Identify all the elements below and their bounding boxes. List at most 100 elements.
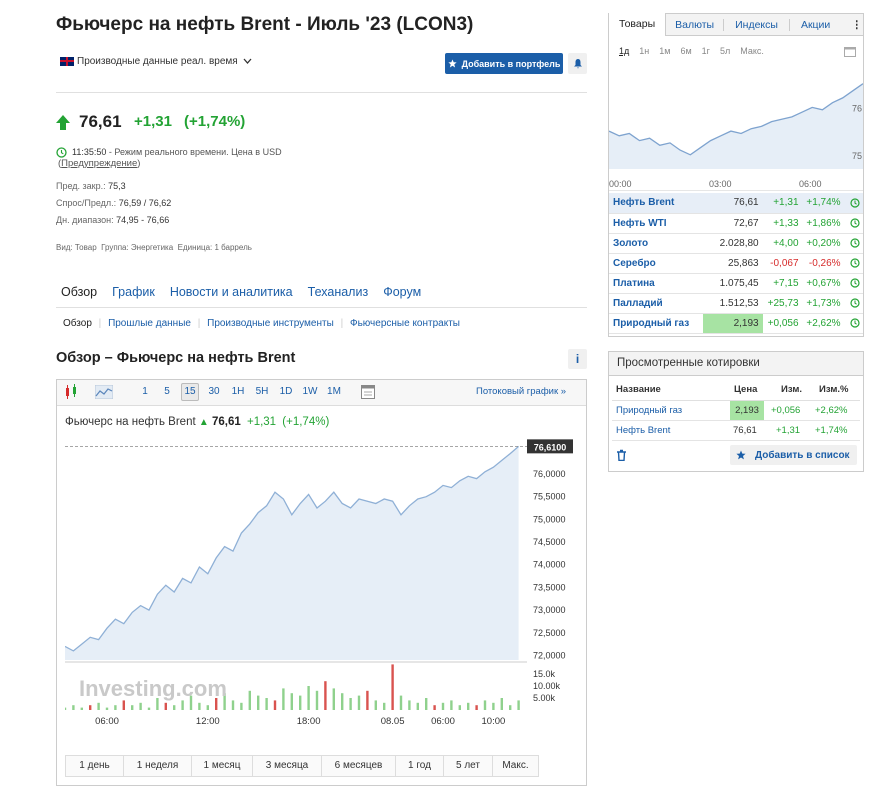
alert-bell-button[interactable] [568, 53, 587, 74]
viewed-widget [608, 351, 864, 472]
info-button[interactable]: i [568, 349, 587, 369]
instrument-meta: Вид: Товар Группа: Энергетика Единица: 1… [56, 243, 252, 252]
tab-commodities[interactable]: Товары [609, 13, 667, 36]
interval-1d[interactable]: 1D [279, 386, 293, 397]
expand-chart-icon[interactable] [844, 47, 856, 57]
interval-30[interactable]: 30 [208, 386, 220, 397]
mini-y-tick: 76 [852, 103, 862, 113]
clock-icon [846, 253, 863, 274]
volume-bar [198, 702, 201, 710]
commodity-row[interactable]: Нефть WTI 72,67 +1,33 +1,86% [609, 213, 863, 234]
x-tick-label: 10:00 [482, 716, 506, 727]
commodity-name[interactable]: Природный газ [609, 313, 704, 334]
interval-1w[interactable]: 1W [302, 386, 318, 397]
subtab-derivatives[interactable]: Производные инструменты [207, 318, 334, 329]
main-tabs: Обзор График Новости и аналитика Теханал… [61, 285, 421, 299]
mini-x-tick: 00:00 [609, 179, 632, 189]
volume-bar [273, 700, 277, 710]
range-5y[interactable]: 5 лет [444, 756, 493, 776]
warning-link[interactable]: Предупреждение [61, 158, 138, 169]
commodities-table: Нефть Brent 76,61 +1,31 +1,74% Нефть WTI 72,6… [609, 193, 863, 334]
range-max[interactable]: Макс. [502, 760, 529, 771]
volume-bar [89, 705, 92, 710]
viewed-divider [612, 400, 860, 401]
interval-5h[interactable]: 5H [255, 386, 269, 397]
mini-chart[interactable]: 76 75 00:00 03:00 06:00 [609, 79, 863, 191]
up-arrow-icon [56, 115, 70, 130]
volume-bar [80, 707, 83, 710]
tab-technical[interactable]: Теханализ [307, 285, 369, 299]
mini-range-1y[interactable]: 1г [701, 46, 710, 56]
area-chart-icon[interactable] [95, 385, 113, 399]
range-1w[interactable]: 1 неделя [124, 756, 192, 776]
commodity-name[interactable]: Нефть WTI [609, 213, 704, 234]
subtab-overview[interactable]: Обзор [63, 318, 92, 329]
interval-15[interactable]: 15 [181, 383, 199, 401]
data-type-dropdown[interactable]: Производные данные реал. время [60, 56, 252, 67]
y-tick-label: 73,0000 [533, 605, 566, 615]
commodity-name[interactable]: Нефть Brent [609, 193, 704, 214]
commodity-name[interactable]: Серебро [609, 253, 704, 274]
range-1d[interactable]: 1 день [66, 756, 124, 776]
mini-range-max[interactable]: Макс. [740, 46, 764, 56]
range-3m[interactable]: 3 месяца [253, 756, 322, 776]
commodity-row[interactable]: Палладий 1.512,53 +25,73 +1,73% [609, 293, 863, 314]
range-1m[interactable]: 1 месяц [192, 756, 253, 776]
tab-overview[interactable]: Обзор [61, 285, 98, 299]
commodity-name[interactable]: Золото [609, 233, 704, 254]
mini-range-5y[interactable]: 5л [719, 46, 731, 56]
commodity-row[interactable]: Природный газ 2,193 +0,056 +2,62% [609, 313, 863, 334]
mini-range-1w[interactable]: 1н [639, 46, 650, 56]
mini-range-6m[interactable]: 6м [680, 46, 692, 56]
interval-1[interactable]: 1 [142, 386, 148, 397]
range-6m[interactable]: 6 месяцев [322, 756, 396, 776]
stream-chart-link[interactable]: Потоковый график » [476, 386, 567, 397]
tab-chart[interactable]: График [112, 285, 155, 299]
interval-1m[interactable]: 1M [327, 386, 341, 397]
calendar-icon[interactable] [361, 385, 375, 399]
x-tick-label: 08.05 [381, 716, 405, 727]
commodity-row[interactable]: Золото 2.028,80 +4,00 +0,20% [609, 233, 863, 254]
tab-currencies[interactable]: Валюты [666, 18, 725, 31]
commodity-name[interactable]: Платина [609, 273, 704, 294]
add-to-portfolio-button[interactable]: Добавить в портфель [445, 53, 563, 74]
volume-bar [425, 698, 428, 710]
volume-bar [248, 690, 251, 710]
interval-1h[interactable]: 1H [231, 386, 245, 397]
add-to-list-button[interactable]: Добавить в список [730, 445, 857, 465]
viewed-row[interactable]: Нефть Brent 76,61 +1,31 +1,74% [612, 421, 860, 441]
price-chart[interactable]: 76,6100 76,0000 75,5000 75,0000 74,5000 74,00… [65, 430, 583, 730]
candlestick-icon[interactable] [64, 384, 80, 400]
volume-bar [206, 705, 209, 710]
x-tick-label: 06:00 [95, 716, 119, 727]
volume-bar [307, 686, 310, 710]
more-vertical-icon[interactable]: ⋮ [851, 18, 863, 31]
commodity-row[interactable]: Серебро 25,863 -0,067 -0,26% [609, 253, 863, 274]
tab-news[interactable]: Новости и аналитика [169, 285, 293, 299]
interval-5[interactable]: 5 [164, 386, 170, 397]
commodity-row[interactable]: Платина 1.075,45 +7,15 +0,67% [609, 273, 863, 294]
commodity-pct: +2,62% [801, 313, 847, 334]
commodity-pct: -0,26% [801, 253, 847, 274]
volume-bar [173, 705, 176, 710]
mini-range-1m[interactable]: 1м [659, 46, 671, 56]
tab-indices[interactable]: Индексы [724, 18, 790, 31]
tab-stocks[interactable]: Акции [800, 18, 831, 31]
subtab-futures[interactable]: Фьючерсные контракты [349, 318, 460, 329]
range-1y[interactable]: 1 год [396, 756, 444, 776]
y-tick-label: 75,0000 [533, 514, 566, 524]
commodity-change: +4,00 [762, 233, 802, 254]
trash-icon[interactable] [616, 449, 627, 461]
status-line: 11:35:50 - Режим реального времени. Цена… [72, 147, 282, 157]
current-price-tag [527, 439, 573, 454]
viewed-row[interactable]: Природный газ 2,193 +0,056 +2,62% [612, 401, 860, 421]
volume-bar [223, 693, 226, 710]
y-tick-label: 72,5000 [533, 628, 566, 638]
mini-range-1d[interactable]: 1д [619, 46, 630, 56]
subtab-history[interactable]: Прошлые данные [108, 318, 191, 329]
clock-icon [846, 213, 863, 234]
tab-forum[interactable]: Форум [383, 285, 422, 299]
commodity-pct: +1,74% [801, 193, 847, 214]
commodity-name[interactable]: Палладий [609, 293, 704, 314]
commodity-row[interactable]: Нефть Brent 76,61 +1,31 +1,74% [609, 193, 863, 214]
